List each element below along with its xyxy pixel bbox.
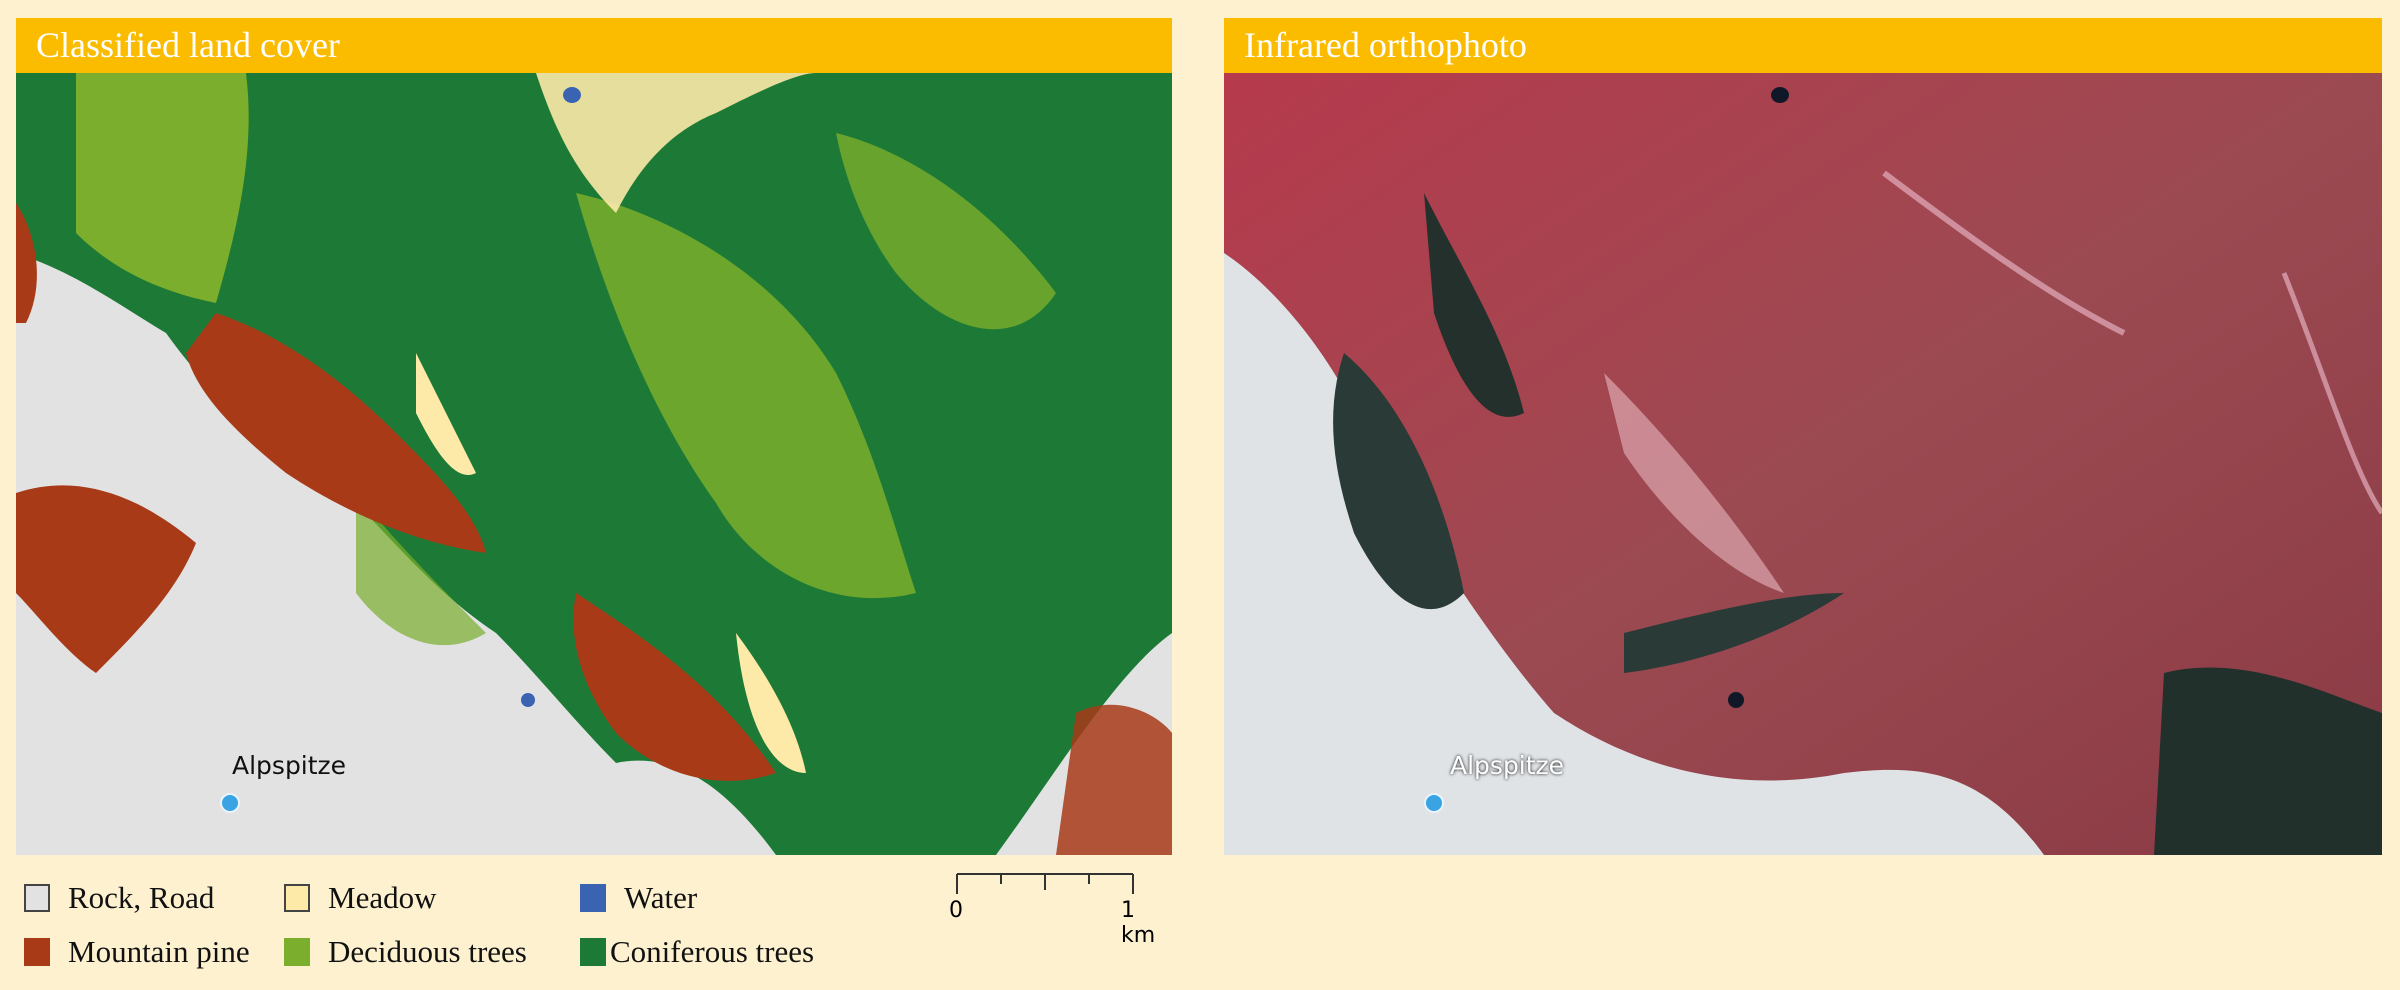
legend-label: Mountain pine (68, 934, 250, 969)
scale-bar: 0 1 km (949, 870, 1155, 948)
infrared-orthophoto-panel: Infrared orthophoto Alpspitze (1224, 18, 2382, 855)
scale-start-label: 0 (949, 898, 963, 923)
legend-item-coniferous-trees: Coniferous trees (580, 934, 814, 970)
classified-land-cover-panel: Classified land cover Alpspitze (16, 18, 1172, 855)
legend-item-mountain-pine: Mountain pine (24, 934, 250, 970)
legend-label: Rock, Road (68, 880, 215, 915)
water-swatch (580, 884, 606, 912)
infrared-orthophoto-image: Alpspitze (1224, 73, 2382, 855)
coniferous-trees-swatch (580, 938, 606, 966)
rock-road-swatch (24, 884, 50, 912)
legend-item-deciduous-trees: Deciduous trees (284, 934, 527, 970)
legend-label: Deciduous trees (328, 934, 527, 969)
classified-land-cover-map: Alpspitze (16, 73, 1172, 855)
legend-item-meadow: Meadow (284, 880, 436, 916)
alpspitze-marker (220, 793, 240, 813)
deciduous-trees-swatch (284, 938, 310, 966)
legend-label: Coniferous trees (610, 934, 815, 969)
legend-item-rock-road: Rock, Road (24, 880, 214, 916)
legend-label: Meadow (328, 880, 437, 915)
panel-title: Classified land cover (16, 18, 1172, 73)
alpspitze-marker (1424, 793, 1444, 813)
legend-label: Water (624, 880, 698, 915)
mountain-pine-swatch (24, 938, 50, 966)
panel-title: Infrared orthophoto (1224, 18, 2382, 73)
legend-item-water: Water (580, 880, 697, 916)
meadow-swatch (284, 884, 310, 912)
scale-end-label: 1 km (1121, 898, 1156, 948)
alpspitze-label: Alpspitze (1450, 751, 1565, 780)
alpspitze-label: Alpspitze (232, 751, 347, 780)
